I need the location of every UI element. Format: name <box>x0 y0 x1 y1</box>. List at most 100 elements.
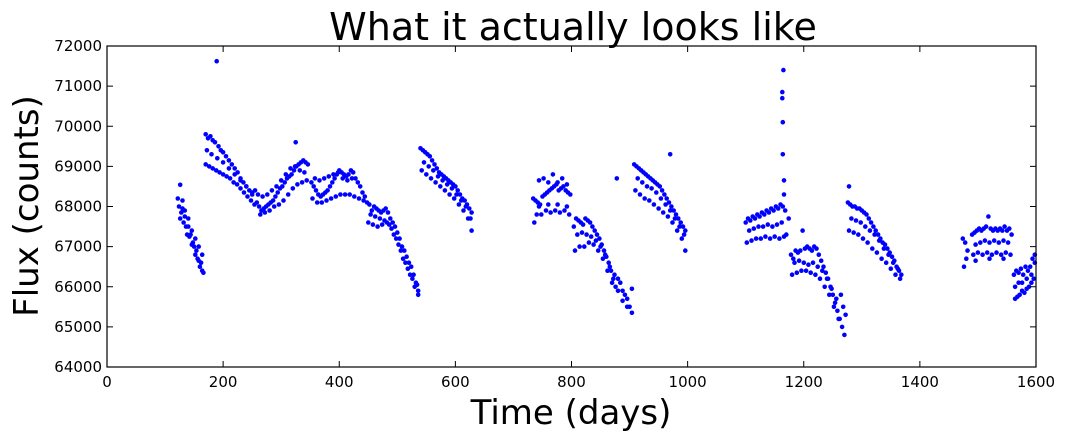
data-point <box>964 256 969 262</box>
data-point <box>305 162 311 167</box>
y-tick-label: 70000 <box>54 117 102 135</box>
data-point <box>823 270 829 276</box>
data-point <box>552 208 558 213</box>
data-point <box>786 216 791 221</box>
data-point <box>562 208 567 213</box>
data-point <box>304 178 310 183</box>
data-point <box>879 256 884 262</box>
data-point <box>424 172 429 177</box>
data-point <box>216 144 221 149</box>
data-point <box>555 180 560 185</box>
data-point <box>582 244 587 249</box>
data-point <box>772 234 777 239</box>
data-point <box>872 232 877 237</box>
data-point <box>762 212 767 217</box>
data-point <box>575 232 580 237</box>
data-point <box>440 178 445 183</box>
data-point <box>462 198 468 203</box>
data-point <box>962 240 968 245</box>
data-point <box>1026 284 1032 290</box>
data-point <box>1030 256 1035 262</box>
data-point <box>763 234 768 239</box>
data-point <box>252 188 258 193</box>
data-point <box>220 150 226 155</box>
data-point <box>897 276 903 282</box>
data-point <box>189 228 195 233</box>
data-point <box>232 172 237 177</box>
data-point <box>564 204 570 209</box>
data-point <box>260 194 265 199</box>
data-point <box>838 292 844 298</box>
data-point <box>1022 290 1027 296</box>
data-point <box>442 188 448 193</box>
data-point <box>816 252 822 257</box>
data-point <box>201 270 206 276</box>
data-point <box>297 168 303 173</box>
data-point <box>352 194 357 199</box>
data-point <box>406 260 412 266</box>
data-point <box>468 216 473 221</box>
data-point <box>220 160 226 165</box>
data-point <box>846 228 852 233</box>
data-point <box>611 276 616 282</box>
data-point <box>331 172 336 177</box>
data-point <box>659 188 665 193</box>
data-point <box>469 228 474 233</box>
data-point <box>1017 292 1022 298</box>
data-point <box>433 180 438 185</box>
data-point <box>340 176 346 181</box>
data-point <box>226 166 232 171</box>
data-point <box>635 176 640 181</box>
x-tick-label: 200 <box>209 373 238 391</box>
data-point <box>421 160 427 165</box>
data-point <box>1023 264 1028 270</box>
data-point <box>360 190 365 195</box>
data-point <box>402 248 407 253</box>
data-point <box>814 246 819 251</box>
data-point <box>1029 272 1034 278</box>
data-point <box>206 164 212 169</box>
data-point <box>983 224 989 229</box>
data-point <box>1003 250 1009 255</box>
data-point <box>975 250 981 255</box>
data-point <box>193 236 198 241</box>
data-point <box>267 208 272 213</box>
data-point <box>397 236 402 241</box>
data-point <box>960 236 966 241</box>
data-point <box>347 192 353 197</box>
data-point <box>355 180 361 185</box>
data-point <box>780 89 785 95</box>
data-point <box>835 308 840 314</box>
data-point <box>629 286 635 292</box>
data-point <box>299 180 305 185</box>
data-point <box>550 172 556 177</box>
data-point <box>752 216 758 221</box>
data-point <box>667 208 673 213</box>
data-point <box>577 244 582 249</box>
data-point <box>806 262 811 268</box>
data-point <box>393 236 399 241</box>
data-point <box>670 220 675 225</box>
data-point <box>801 260 807 266</box>
data-point <box>672 216 678 221</box>
data-point <box>843 312 848 318</box>
data-point <box>580 222 586 227</box>
data-point <box>536 204 542 209</box>
data-point <box>223 154 229 159</box>
data-point <box>612 272 617 278</box>
data-point <box>753 236 759 241</box>
data-point <box>678 220 683 225</box>
data-point <box>683 228 688 233</box>
data-point <box>199 252 205 257</box>
data-point <box>587 220 593 225</box>
data-point <box>808 270 813 276</box>
data-point <box>278 178 284 183</box>
data-point <box>777 236 782 241</box>
data-point <box>781 192 787 197</box>
data-point <box>758 236 764 241</box>
data-point <box>396 242 401 247</box>
data-point <box>658 196 664 201</box>
data-point <box>598 244 603 249</box>
data-point <box>325 188 330 193</box>
data-point <box>875 232 881 237</box>
